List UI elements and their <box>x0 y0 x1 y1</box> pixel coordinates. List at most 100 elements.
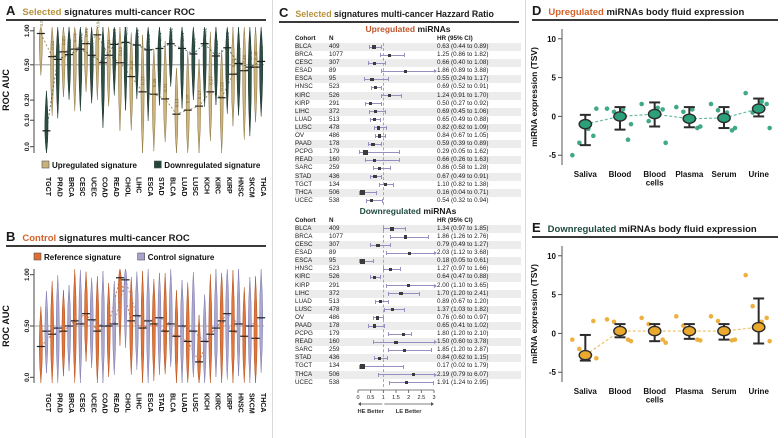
forest-ci-plot <box>355 290 437 298</box>
forest-hr-label: 0.16 (0.04 to 0.71) <box>437 188 489 196</box>
column-right: D Upregulated miRNAs body fluid expressi… <box>526 0 784 438</box>
x-tick-label: ESCA <box>146 177 153 196</box>
mean-point <box>613 325 627 337</box>
scatter-point <box>660 107 665 112</box>
hr-marker <box>401 332 406 336</box>
ci-cap <box>359 190 360 195</box>
forest-hr-label: 0.64 (0.47 to 0.88) <box>437 273 489 281</box>
forest-cohort: READ <box>295 338 313 346</box>
hr-marker <box>407 251 411 255</box>
violin <box>191 272 196 378</box>
mean-point <box>682 325 697 337</box>
ci-line <box>366 200 382 202</box>
forest-cohort: TGCT <box>295 180 313 188</box>
ci-line <box>389 236 428 238</box>
mean-value-label: 0.53 <box>118 47 123 56</box>
forest-cohort: KIRP <box>295 281 310 289</box>
mean-point <box>578 349 593 361</box>
forest-n: 513 <box>329 297 340 305</box>
violin <box>253 276 258 384</box>
ci-cap <box>385 125 387 130</box>
forest-ci-plot <box>355 164 437 172</box>
ci-cap <box>383 324 385 329</box>
forest-ci-plot <box>355 189 437 197</box>
x-tick-label: KIRC <box>214 393 221 410</box>
forest-n: 179 <box>329 148 340 156</box>
ci-line <box>368 325 384 327</box>
forest-hr-label: 1.86 (1.26 to 2.76) <box>437 232 489 240</box>
scatter-point <box>570 337 575 342</box>
forest-cohort: BLCA <box>295 224 312 232</box>
violin <box>242 26 247 140</box>
violin <box>106 26 111 107</box>
ci-cap <box>403 364 405 369</box>
scatter-point <box>639 315 644 321</box>
scatter-point <box>698 124 703 129</box>
scatter-point <box>663 340 668 346</box>
scatter-point <box>628 121 634 127</box>
violin <box>146 268 150 384</box>
forest-cohort: PCPG <box>295 330 313 338</box>
forest-row: LUAD 513 0.65 (0.49 to 0.88) <box>295 116 521 124</box>
ci-line <box>359 151 400 153</box>
legend-swatch <box>41 160 50 169</box>
hr-marker <box>403 69 407 73</box>
ci-cap <box>373 259 375 264</box>
violin <box>185 282 190 384</box>
panel-e-header: E Downregulated miRNAs body fluid expres… <box>532 220 778 238</box>
forest-row: ESCA 95 0.55 (0.24 to 1.17) <box>295 75 521 84</box>
violin <box>123 268 128 348</box>
forest-hr-label: 0.50 (0.27 to 0.92) <box>437 99 489 107</box>
column-left: A Selected signatures multi-cancer ROC 1… <box>0 0 272 438</box>
hr-marker <box>376 243 380 247</box>
mean-connector-line <box>40 277 256 363</box>
forest-row: BLCA 409 0.63 (0.44 to 0.89) <box>295 43 521 52</box>
forest-hr-label: 0.66 (0.26 to 1.63) <box>437 156 489 164</box>
y-tick-label: 0 <box>552 112 557 121</box>
forest-hr-label: 1.50 (0.60 to 3.78) <box>437 338 489 346</box>
forest-cohort: PCPG <box>295 148 313 156</box>
violin <box>89 277 94 368</box>
forest-ci-plot <box>355 322 437 330</box>
ci-cap <box>390 243 392 248</box>
panel-e-title-rest: miRNAs body fluid expression <box>616 224 757 235</box>
panel-e-title: Downregulated miRNAs body fluid expressi… <box>548 224 757 235</box>
violin <box>231 270 235 384</box>
x-tick-label: LIHC <box>135 393 142 409</box>
forest-ci-plot <box>355 298 437 306</box>
forest-row: ESAD 89 2.03 (1.12 to 3.68) <box>295 249 521 257</box>
panel-c-header: C Selected signatures multi-cancer Hazza… <box>279 5 519 23</box>
forest-ci-plot <box>355 92 437 100</box>
hr-marker <box>403 235 407 239</box>
panel-c-title-highlight: Selected <box>295 9 332 19</box>
violin <box>168 268 173 367</box>
mean-value-label: 0.96 <box>39 21 44 27</box>
forest-ci-plot <box>355 75 437 83</box>
forest-hr-label: 1.10 (0.82 to 1.38) <box>437 180 489 188</box>
violin <box>225 268 230 380</box>
legend-swatch <box>154 160 162 169</box>
forest-cohort: KIRC <box>295 273 311 281</box>
forest-n: 436 <box>329 172 340 180</box>
forest-cohort: SARC <box>295 346 313 354</box>
ci-cap <box>387 77 389 82</box>
forest-row: PCPG 179 0.29 (0.05 to 1.62) <box>295 148 521 156</box>
x-tick-label: TGCT <box>44 177 51 197</box>
hr-marker <box>377 126 381 130</box>
legend-label: Control signature <box>148 253 215 262</box>
forest-hr-label: 0.67 (0.49 to 0.91) <box>437 172 489 180</box>
forest-ci-plot <box>355 338 437 346</box>
x-tick-label: READ <box>112 393 119 413</box>
x-tick-label: KICH <box>202 393 209 410</box>
violin <box>219 272 224 384</box>
forest-hr-label: 2.00 (1.10 to 3.65) <box>437 281 489 289</box>
scatter-point <box>570 152 575 158</box>
forest-row: KIRC 526 1.24 (0.91 to 1.70) <box>295 91 521 100</box>
violin <box>50 26 54 116</box>
ci-cap <box>370 117 372 122</box>
forest-subtitle-highlight: Downregulated <box>359 205 421 216</box>
panel-c: C Selected signatures multi-cancer Hazza… <box>272 0 526 438</box>
hr-marker <box>388 53 392 57</box>
forest-header-cell <box>355 34 437 43</box>
ci-cap <box>381 174 383 179</box>
